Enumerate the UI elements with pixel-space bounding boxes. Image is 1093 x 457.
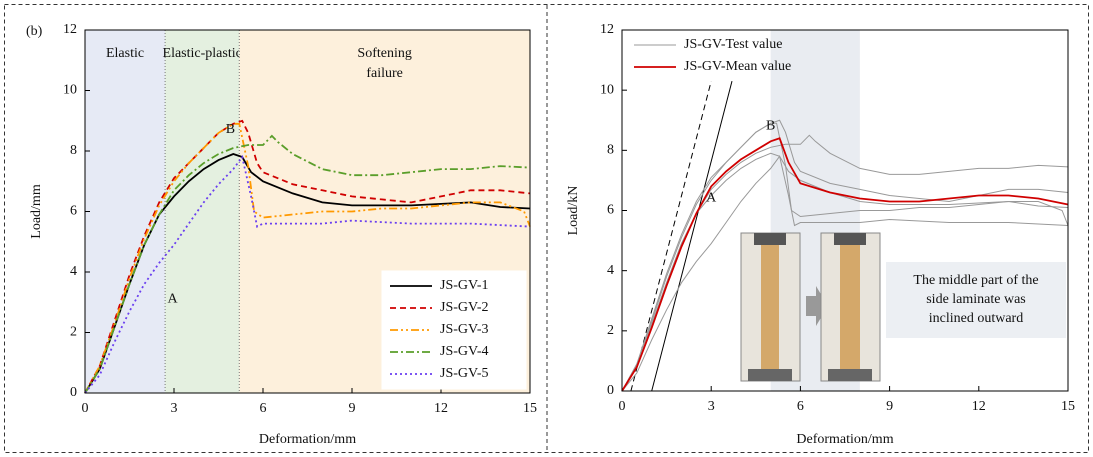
series-line [84, 119, 531, 394]
y-tick-label: 0 [70, 385, 77, 400]
series-line [621, 134, 1069, 392]
legend: JS-GV-Test value JS-GV-Mean value [634, 37, 791, 74]
y-tick-label: 2 [70, 325, 77, 340]
annotation: A [167, 291, 178, 306]
annotation: A [706, 191, 717, 206]
annotation: B [766, 118, 775, 133]
series-line [84, 154, 531, 394]
x-tick-label: 3 [708, 399, 715, 414]
y-tick-label: 8 [70, 143, 77, 158]
x-tick-label: 12 [434, 401, 448, 416]
annotation: B [226, 122, 235, 137]
x-tick-label: 3 [171, 401, 178, 416]
y-tick-label: 4 [70, 264, 77, 279]
photo-arrow [806, 286, 828, 326]
series-line [621, 137, 1069, 392]
y-tick-label: 8 [607, 143, 614, 158]
x-tick-label: 6 [260, 401, 267, 416]
panel-label: (b) [26, 24, 43, 39]
region-label: Elastic-plastic [163, 46, 242, 61]
inset-photos [740, 232, 1066, 382]
x-tick-label: 9 [349, 401, 356, 416]
y-tick-label: 6 [70, 204, 77, 219]
note-box [886, 262, 1066, 338]
y-tick-label: 6 [607, 203, 614, 218]
series-line [621, 119, 1069, 392]
plot-frame [621, 29, 1069, 392]
y-tick-label: 0 [607, 383, 614, 398]
legend: JS-GV-1 JS-GV-2 JS-GV-3 JS-GV-4 JS-GV-5 [381, 270, 527, 390]
legend-label: JS-GV-Test value [684, 37, 782, 52]
x-tick-label: 15 [1061, 399, 1075, 414]
legend-label: JS-GV-4 [440, 344, 489, 359]
photo-base [748, 369, 792, 381]
region [85, 30, 166, 393]
y-tick-label: 12 [600, 22, 614, 37]
region [165, 30, 240, 393]
x-axis-title: Deformation/mm [259, 432, 356, 447]
x-tick-label: 9 [886, 399, 893, 414]
legend-label: JS-GV-2 [440, 300, 489, 315]
y-tick-label: 2 [607, 323, 614, 338]
photo-base [828, 369, 872, 381]
reference-line [651, 80, 733, 392]
x-tick-label: 12 [972, 399, 986, 414]
region-label: failure [366, 66, 403, 81]
x-axis-title: Deformation/mm [796, 432, 893, 447]
legend-label: JS-GV-3 [440, 322, 489, 337]
y-tick-label: 10 [600, 82, 614, 97]
region-label: Elastic [106, 46, 144, 61]
x-tick-label: 15 [523, 401, 537, 416]
reference-line [630, 80, 712, 392]
note-text: side laminate was [926, 292, 1026, 307]
series-line [621, 155, 1069, 392]
photo-press [754, 233, 786, 245]
plot-frame [84, 29, 531, 394]
figure-border [4, 4, 1089, 453]
note-text: The middle part of the [913, 273, 1038, 288]
x-tick-label: 6 [797, 399, 804, 414]
x-tick-label: 0 [82, 401, 89, 416]
series-line [84, 122, 531, 394]
photo-specimen [840, 245, 860, 369]
plot: Elastic Elastic-plastic Softening failure 0 3… [26, 22, 537, 447]
series-line [621, 122, 1069, 392]
note-text: inclined outward [929, 311, 1023, 326]
region-label: Softening [357, 46, 411, 61]
y-tick-label: 12 [63, 22, 77, 37]
y-tick-label: 10 [63, 83, 77, 98]
y-axis-title: Load/kN [566, 186, 581, 236]
legend-label: JS-GV-Mean value [684, 59, 791, 74]
y-axis-title: Load/mm [29, 184, 44, 239]
photo-specimen [761, 245, 779, 369]
y-tick-label: 4 [607, 263, 614, 278]
photo-press [834, 233, 866, 245]
legend-label: JS-GV-5 [440, 366, 489, 381]
x-tick-label: 0 [619, 399, 626, 414]
legend-label: JS-GV-1 [440, 278, 489, 293]
